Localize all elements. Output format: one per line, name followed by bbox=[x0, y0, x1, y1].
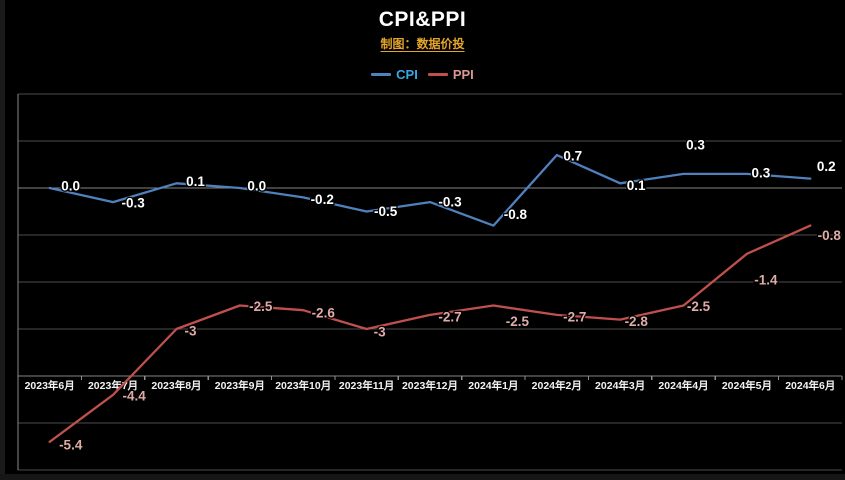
ppi-data-label: -5.4 bbox=[59, 437, 83, 452]
x-axis-label: 2024年6月 bbox=[785, 379, 835, 392]
ppi-data-label: -1.4 bbox=[754, 272, 778, 287]
x-axis-label: 2023年10月 bbox=[275, 379, 331, 392]
cpi-data-label: -0.5 bbox=[374, 204, 398, 219]
cpi-line-swatch-icon bbox=[371, 72, 392, 76]
x-axis-label: 2023年12月 bbox=[402, 379, 458, 392]
cpi-data-label: -0.2 bbox=[311, 192, 334, 207]
ppi-data-label: -2.7 bbox=[563, 309, 586, 324]
ppi-data-label: -0.8 bbox=[818, 228, 842, 243]
cpi-line bbox=[48, 153, 812, 227]
ppi-data-label: -2.7 bbox=[438, 309, 461, 324]
window-edge-bottom bbox=[0, 474, 845, 480]
cpi-data-label: 0.3 bbox=[752, 165, 771, 180]
ppi-data-label: -2.5 bbox=[249, 299, 273, 314]
cpi-data-label: -0.3 bbox=[438, 195, 462, 210]
ppi-data-label: -2.5 bbox=[506, 314, 530, 329]
ppi-data-label: -2.6 bbox=[312, 306, 336, 321]
chart-subtitle: 制图：数据价投 bbox=[380, 37, 465, 51]
x-axis-label: 2024年4月 bbox=[658, 379, 708, 392]
cpi-data-label: 0.1 bbox=[627, 178, 646, 193]
cpi-data-label: 0.0 bbox=[61, 179, 80, 194]
window-edge-left bbox=[0, 0, 5, 480]
legend-item-cpi: CPI bbox=[371, 67, 418, 82]
x-axis-label: 2024年1月 bbox=[468, 379, 518, 392]
x-axis-label: 2024年5月 bbox=[722, 379, 772, 392]
chart-legend: CPI PPI bbox=[0, 65, 845, 83]
x-axis-label: 2023年8月 bbox=[151, 379, 201, 392]
x-axis-label: 2023年11月 bbox=[339, 379, 394, 392]
ppi-line bbox=[48, 224, 812, 443]
cpi-data-label: -0.3 bbox=[121, 196, 145, 211]
chart-title: CPI&PPI bbox=[378, 8, 467, 31]
ppi-data-label: -3 bbox=[374, 325, 386, 340]
x-axis-label: 2023年9月 bbox=[215, 379, 265, 392]
x-axis-label: 2024年3月 bbox=[595, 379, 645, 392]
cpi-data-label: 0.7 bbox=[563, 149, 582, 164]
ppi-data-label: -3 bbox=[184, 324, 196, 339]
cpi-data-label: 0.0 bbox=[247, 179, 266, 194]
ppi-data-label: -2.8 bbox=[625, 314, 649, 329]
ppi-line-swatch-icon bbox=[427, 72, 448, 76]
cpi-data-label: 0.1 bbox=[186, 174, 205, 189]
x-axis-label: 2024年2月 bbox=[532, 379, 582, 392]
legend-label-ppi: PPI bbox=[452, 66, 474, 82]
cpi-data-label: -0.8 bbox=[504, 207, 528, 222]
ppi-data-label: -2.5 bbox=[687, 299, 711, 314]
legend-label-cpi: CPI bbox=[396, 66, 418, 82]
legend-item-ppi: PPI bbox=[427, 66, 474, 82]
x-axis-label: 2023年6月 bbox=[25, 379, 75, 392]
ppi-data-label: -4.4 bbox=[122, 388, 146, 403]
cpi-data-label: 0.3 bbox=[686, 137, 705, 152]
cpi-data-label: 0.2 bbox=[817, 159, 836, 174]
